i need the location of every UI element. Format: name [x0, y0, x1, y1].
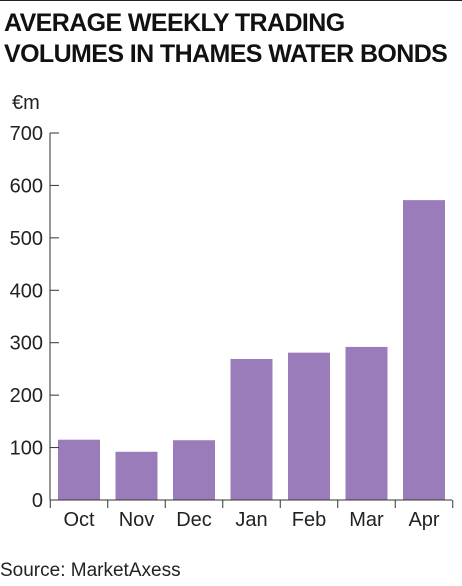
y-tick-label-400: 400 — [10, 280, 43, 302]
bar-jan — [230, 358, 273, 500]
bar-apr — [403, 200, 445, 500]
y-tick-label-0: 0 — [32, 490, 43, 512]
bar-dec — [173, 440, 215, 500]
x-tick-label-nov: Nov — [119, 509, 155, 531]
x-tick-label-oct: Oct — [63, 509, 95, 531]
y-tick-label-200: 200 — [10, 385, 43, 407]
y-axis: 0 100 200 300 400 500 600 700 — [10, 123, 59, 512]
bar-mar — [345, 346, 388, 500]
bar-oct — [58, 439, 100, 500]
chart-title-line-1: AVERAGE WEEKLY TRADING — [4, 9, 345, 37]
x-tick-label-mar: Mar — [349, 509, 384, 531]
bar-feb — [288, 352, 330, 500]
bar-nov — [115, 451, 158, 500]
y-tick-label-600: 600 — [10, 175, 43, 197]
y-tick-label-300: 300 — [10, 333, 43, 355]
bars-group — [58, 200, 445, 500]
y-tick-label-500: 500 — [10, 228, 43, 250]
x-tick-label-jan: Jan — [235, 509, 267, 531]
top-rule — [0, 0, 462, 1]
x-tick-label-dec: Dec — [176, 509, 212, 531]
y-tick-label-700: 700 — [10, 123, 43, 145]
source-note: Source: MarketAxess — [0, 560, 181, 581]
x-tick-label-feb: Feb — [292, 509, 326, 531]
chart-title: AVERAGE WEEKLY TRADING VOLUMES IN THAMES… — [4, 8, 460, 70]
x-tick-label-apr: Apr — [408, 509, 439, 531]
y-axis-unit-label: €m — [12, 92, 40, 114]
y-tick-label-100: 100 — [10, 438, 43, 460]
x-axis: Oct Nov Dec Jan Feb Mar Apr — [49, 499, 454, 531]
chart-title-line-2: VOLUMES IN THAMES WATER BONDS — [4, 40, 448, 68]
